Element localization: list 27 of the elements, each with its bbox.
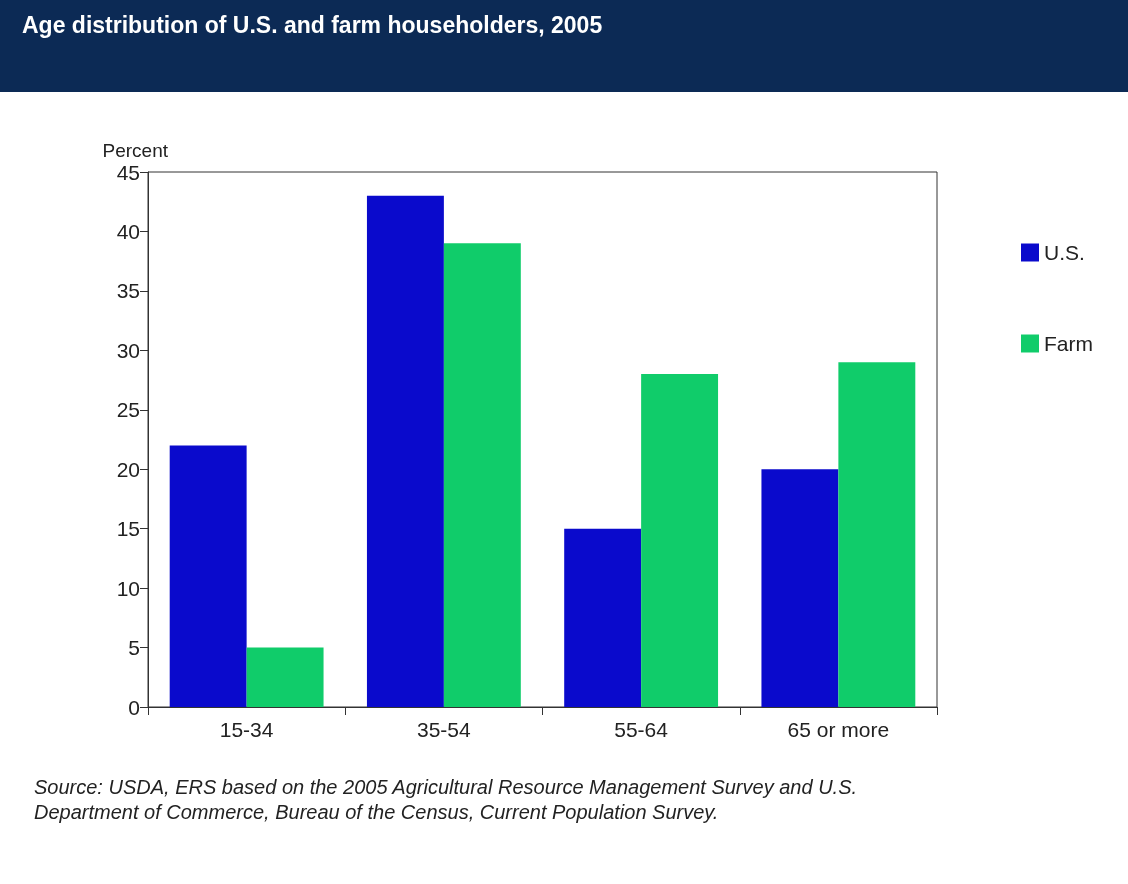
bar (443, 243, 521, 707)
y-tick-label: 35 (116, 279, 140, 303)
bar (246, 647, 324, 707)
bar (366, 195, 444, 707)
bar (169, 445, 247, 707)
bar (641, 374, 719, 707)
source-note: Source: USDA, ERS based on the 2005 Agricultural Resource Management Survey and U.S. Department of Commerce, Bureau of the Census, Current Population Survey. (34, 775, 859, 825)
y-tick-label: 10 (116, 576, 140, 600)
y-tick-label: 25 (116, 398, 140, 422)
y-axis-title: Percent (102, 140, 169, 161)
x-tick-label: 35-54 (417, 718, 472, 741)
bar (564, 528, 642, 707)
bar (761, 469, 839, 707)
legend-label: U.S. (1044, 241, 1085, 264)
y-tick-label: 45 (116, 160, 140, 184)
x-tick-label: 65 or more (787, 718, 890, 741)
y-tick-label: 40 (116, 219, 140, 243)
y-tick-label: 20 (116, 457, 140, 481)
y-tick-label: 5 (128, 636, 140, 660)
x-tick-label: 15-34 (219, 718, 274, 741)
x-tick-label: 55-64 (614, 718, 669, 741)
y-tick-label: 0 (128, 695, 140, 719)
chart-title: Age distribution of U.S. and farm householders, 2005 (0, 0, 1128, 92)
legend-label: Farm (1044, 332, 1094, 355)
bar (838, 362, 916, 707)
y-tick-label: 30 (116, 338, 140, 362)
y-tick-label: 15 (116, 517, 140, 541)
